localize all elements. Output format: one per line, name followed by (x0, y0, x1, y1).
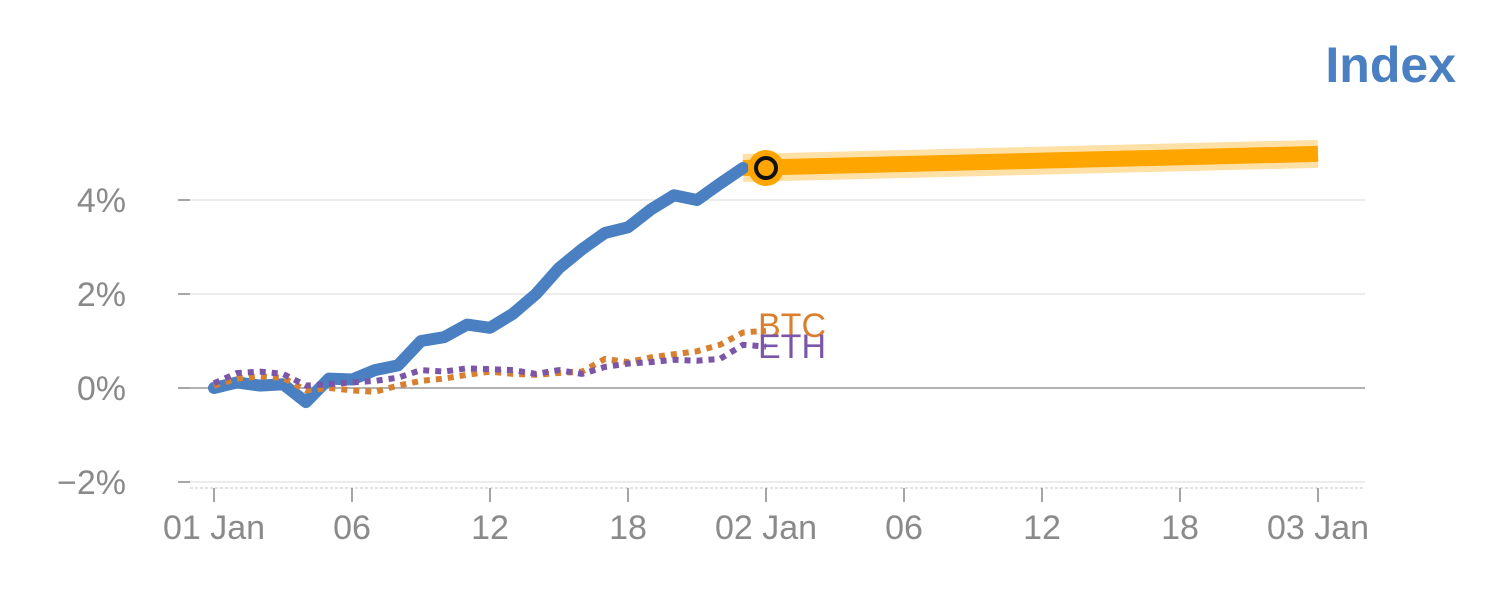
x-tick-label: 06 (333, 509, 371, 547)
x-tick-label: 02 Jan (715, 509, 817, 547)
y-axis: −2% 0% 2% 4% (57, 182, 190, 502)
x-tick-label: 18 (609, 509, 647, 547)
current-point-marker-center (754, 156, 778, 181)
y-tick-label: 0% (77, 370, 126, 408)
x-tick-label: 12 (1023, 509, 1061, 547)
series-label-btc: BTC (758, 307, 826, 345)
x-tick-label: 03 Jan (1267, 509, 1369, 547)
marker-layer (748, 150, 784, 187)
y-tick-label: 2% (77, 276, 126, 314)
series-line-index (208, 162, 749, 409)
forecast-band-layer (742, 139, 1319, 182)
x-tick-label: 01 Jan (163, 509, 265, 547)
y-tick-label: −2% (57, 464, 126, 502)
forecast-band (742, 145, 1319, 176)
series-line-btc (213, 327, 767, 395)
y-tick-label: 4% (77, 182, 126, 220)
series-layer (208, 162, 767, 409)
x-tick-label: 12 (471, 509, 509, 547)
series-labels: BTC ETH (758, 307, 826, 366)
chart-title: Index (1325, 37, 1456, 93)
series-line-eth (212, 341, 767, 389)
x-tick-label: 06 (885, 509, 923, 547)
series-label-eth: ETH (758, 328, 826, 366)
x-tick-label: 18 (1161, 509, 1199, 547)
x-axis: 01 Jan 06 12 18 02 Jan 06 12 18 03 Jan (163, 488, 1369, 547)
gridlines (190, 199, 1365, 489)
